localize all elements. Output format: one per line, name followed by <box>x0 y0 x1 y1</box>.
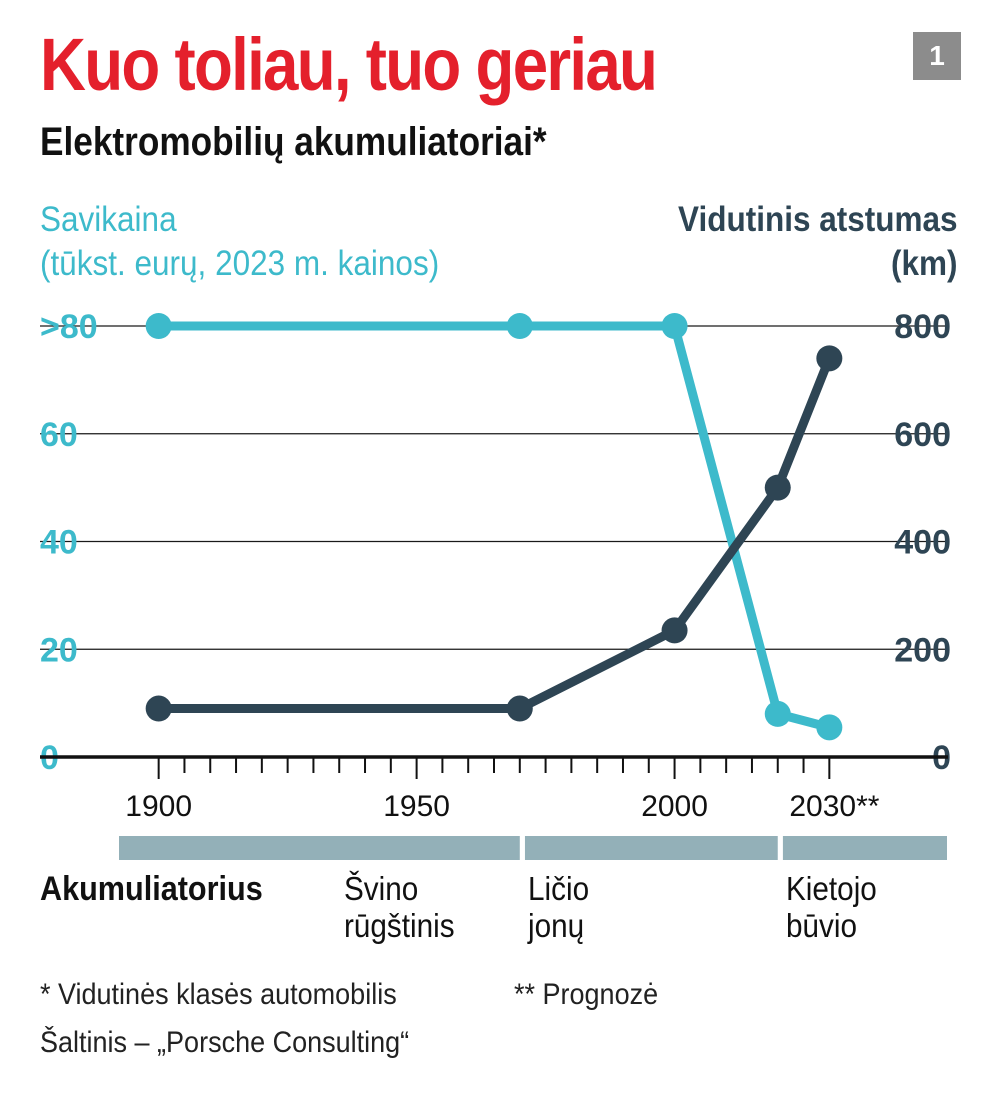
x-axis-tick-label: 1950 <box>383 790 450 823</box>
page-subtitle: Elektromobilių akumuliatoriai* <box>40 120 547 164</box>
footnote-mid-class: * Vidutinės klasės automobilis <box>40 978 397 1011</box>
battery-type-bar <box>524 836 778 860</box>
cost-series-line <box>154 321 834 732</box>
left-axis-tick-label: 60 <box>40 416 78 454</box>
x-axis-tick-label: 2030** <box>789 790 879 823</box>
battery-type-label-solid-state: Kietojo būvio <box>786 870 877 944</box>
cost-series-point <box>764 700 791 727</box>
right-axis-tick-label: 800 <box>894 308 951 346</box>
right-axis-title-line1: Vidutinis atstumas <box>678 200 958 239</box>
footnote-forecast: ** Prognozė <box>514 978 659 1011</box>
x-axis-tick-label: 2000 <box>641 790 708 823</box>
right-axis-title: Vidutinis atstumas (km) <box>679 198 958 286</box>
range-series-point <box>145 695 172 722</box>
range-series-point <box>764 474 791 501</box>
left-axis-title: Savikaina (tūkst. eurų, 2023 m. kainos) <box>40 198 439 286</box>
figure-number-badge: 1 <box>913 32 961 80</box>
right-axis-tick-label: 600 <box>894 416 951 454</box>
range-series-point <box>816 345 843 372</box>
battery-row-label: Akumuliatorius <box>40 870 263 908</box>
right-axis-tick-label: 400 <box>894 524 951 562</box>
range-series-point <box>506 695 533 722</box>
battery-type-bar <box>119 836 520 860</box>
range-series-point <box>661 617 688 644</box>
battery-type-label-lithium-ion: Ličio jonų <box>528 870 590 944</box>
cost-series-point <box>506 313 533 339</box>
source-note: Šaltinis – „Porsche Consulting“ <box>40 1026 410 1059</box>
cost-series-point <box>145 313 172 339</box>
left-axis-tick-label: >80 <box>40 308 98 346</box>
right-axis-title-line2: (km) <box>891 244 958 283</box>
battery-type-label-lead-acid: Švino rūgštinis <box>344 870 455 944</box>
cost-series-point <box>816 714 843 741</box>
left-axis-tick-label: 20 <box>40 631 78 669</box>
left-axis-title-line2: (tūkst. eurų, 2023 m. kainos) <box>40 244 440 283</box>
battery-type-bar <box>782 836 947 860</box>
page-title: Kuo toliau, tuo geriau <box>40 23 658 106</box>
right-axis-tick-label: 200 <box>894 631 951 669</box>
left-axis-tick-label: 40 <box>40 524 78 562</box>
cost-series-point <box>661 313 688 339</box>
left-axis-title-line1: Savikaina <box>40 200 177 239</box>
x-axis-tick-label: 1900 <box>125 790 192 823</box>
